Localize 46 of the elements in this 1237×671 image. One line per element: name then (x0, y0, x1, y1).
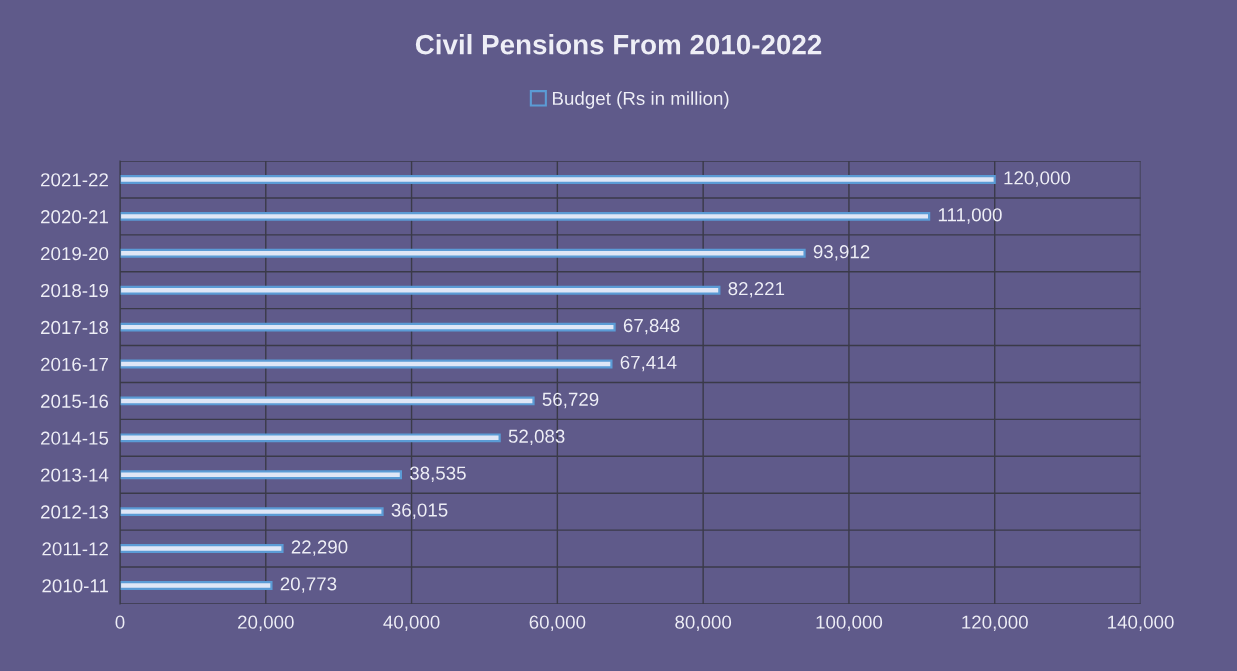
text: 56,729 (542, 392, 599, 409)
x-tick-label: 0 (115, 615, 125, 629)
y-tick-label: 2017-18 (41, 320, 109, 335)
text: 120,000 (1004, 171, 1071, 187)
bar (119, 248, 806, 258)
y-tick-label: 2021-22 (41, 173, 108, 187)
y-tick-label: 2014-15 (41, 431, 109, 445)
text: 67,414 (620, 355, 677, 372)
bar (119, 322, 616, 332)
y-tick-label: 2020-21 (41, 210, 108, 224)
bar (119, 581, 273, 590)
bar (119, 285, 721, 295)
text: 67,848 (623, 318, 680, 335)
x-tick-label: 120,000 (962, 615, 1028, 631)
bar (119, 544, 284, 553)
y-tick-label: 2016-17 (41, 357, 108, 371)
bar (119, 211, 931, 221)
text: 93,912 (813, 245, 870, 261)
y-tick-label: 2013-14 (41, 468, 109, 482)
text: 36,015 (391, 503, 448, 519)
bar (119, 433, 501, 443)
bar (119, 507, 384, 517)
bar (119, 359, 613, 369)
bar (119, 175, 996, 184)
x-tick-label: 100,000 (816, 615, 883, 631)
y-tick-label: 2018-19 (41, 283, 108, 298)
y-tick-label: 2011-12 (42, 542, 108, 556)
text: 20,773 (280, 577, 337, 593)
chart-title: Civil Pensions From 2010-2022 (415, 34, 822, 55)
bar (119, 470, 402, 480)
bar (119, 396, 535, 406)
y-tick-label: 2010-11 (42, 579, 108, 593)
y-tick-label: 2015-16 (41, 394, 109, 408)
x-tick-label: 140,000 (1108, 615, 1174, 631)
y-tick-label: 2012-13 (41, 505, 109, 519)
text: 38,535 (409, 466, 466, 482)
text: 52,083 (508, 429, 565, 446)
y-tick-label: 2019-20 (41, 247, 109, 261)
x-tick-label: 40,000 (383, 615, 440, 631)
x-tick-label: 80,000 (675, 615, 732, 631)
text: 22,290 (291, 540, 348, 556)
legend-label: Budget (Rs in million) (553, 91, 729, 109)
x-tick-label: 60,000 (529, 615, 586, 631)
text: 111,000 (938, 208, 1002, 224)
x-tick-label: 20,000 (238, 615, 294, 631)
text: 82,221 (728, 281, 785, 298)
